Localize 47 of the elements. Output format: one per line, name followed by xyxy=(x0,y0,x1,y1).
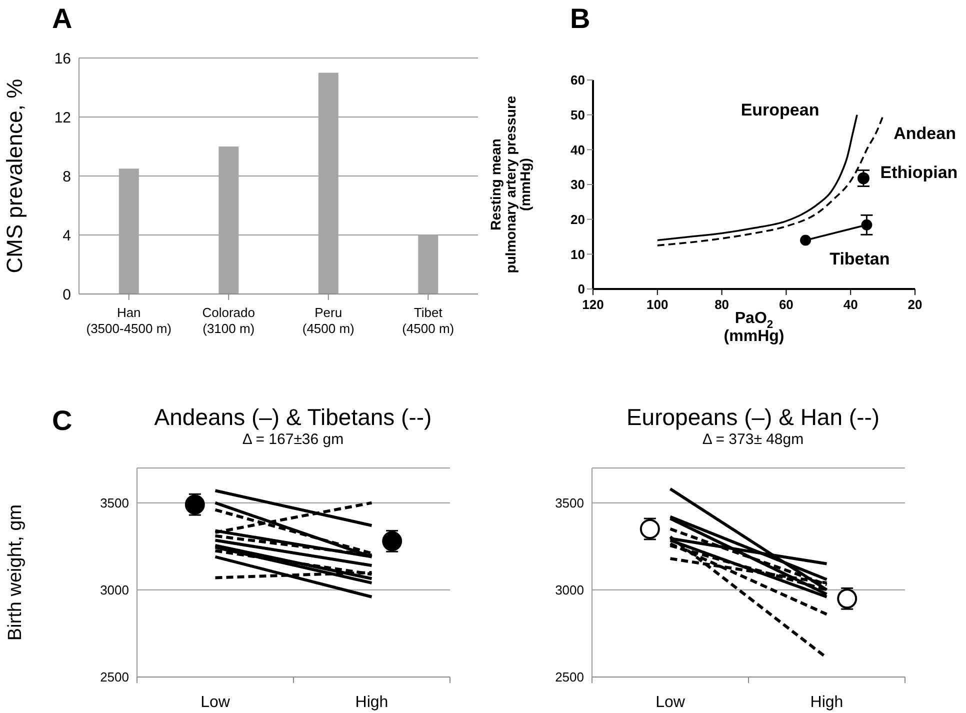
text: C xyxy=(52,405,72,437)
y-tick-label: 3000 xyxy=(555,582,584,598)
y-tick-label: 3500 xyxy=(555,495,584,510)
chart-title: Andeans (–) & Tibetans (--) xyxy=(153,404,433,430)
text: European xyxy=(740,100,820,120)
y-tick-label: 50 xyxy=(570,107,585,122)
y-tick-label: 16 xyxy=(54,50,71,68)
x-tick-label: 100 xyxy=(646,297,668,312)
x-tick-label: Peru (4500 m) xyxy=(302,305,354,336)
y-tick-label: 60 xyxy=(570,72,585,88)
series-label: Andean xyxy=(894,124,956,144)
x-tick-label: Tibet (4500 m) xyxy=(402,305,454,336)
y-tick-label: 0 xyxy=(62,286,71,304)
x-tick-label: 120 xyxy=(582,297,604,312)
chart-subtitle: Δ = 167±36 gm xyxy=(241,431,345,449)
y-tick-label: 10 xyxy=(570,246,585,262)
x-tick-label: 20 xyxy=(908,297,922,312)
y-tick-label: 3000 xyxy=(100,582,129,598)
x-tick-label: 80 xyxy=(714,297,730,312)
y-tick-label: 40 xyxy=(570,142,585,158)
chart-subtitle: Δ = 373± 48gm xyxy=(701,431,805,449)
x-tick-label: Low xyxy=(200,694,230,712)
y-axis-title: CMS prevalence, % xyxy=(2,78,27,274)
series-label: Ethiopian xyxy=(880,163,958,182)
y-tick-label: 3500 xyxy=(100,495,129,510)
x-tick-label: 60 xyxy=(778,297,794,312)
series-label: Tibetan xyxy=(830,249,890,268)
chart-title: A xyxy=(52,3,72,35)
y-tick-label: 2500 xyxy=(555,670,584,685)
y-tick-label: 12 xyxy=(54,109,71,126)
x-tick-label: High xyxy=(355,694,388,712)
y-tick-label: 0 xyxy=(578,282,585,297)
y-axis-title: Resting mean pulmonary artery pressure (mmHg) xyxy=(487,96,533,274)
y-axis-title: Birth weight, gm xyxy=(5,504,26,641)
x-tick-label: Colorado (3100 m) xyxy=(202,305,256,336)
x-tick-label: Low xyxy=(656,694,686,712)
y-tick-label: 4 xyxy=(62,227,71,244)
y-tick-label: 2500 xyxy=(100,670,129,685)
x-tick-label: Han (3500-4500 m) xyxy=(86,305,172,336)
y-tick-label: 20 xyxy=(570,212,585,227)
y-tick-label: 30 xyxy=(570,177,585,192)
chart-title: B xyxy=(570,3,590,35)
x-tick-label: High xyxy=(810,694,844,712)
chart-title: Europeans (–) & Han (--) xyxy=(625,404,881,430)
x-axis-title: PaO$_{2}$ (mmHg) xyxy=(724,310,784,346)
y-tick-label: 8 xyxy=(62,168,71,186)
x-tick-label: 40 xyxy=(843,297,858,312)
